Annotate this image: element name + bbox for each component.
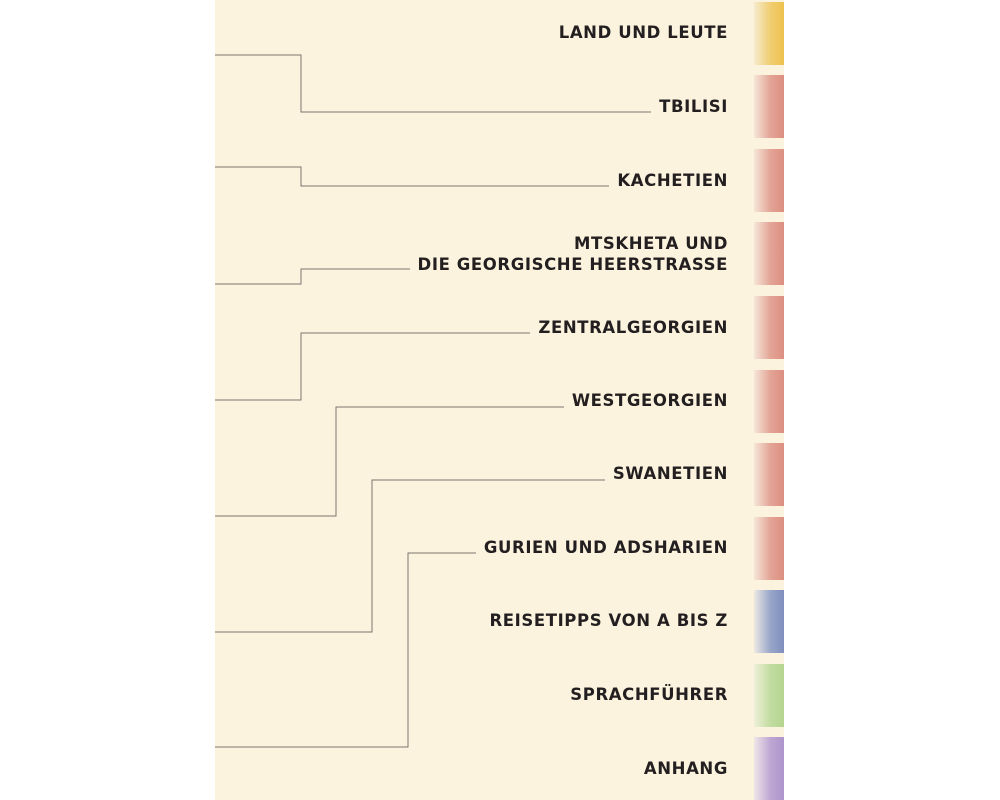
chapter-sprachfuehrer[interactable]: SPRACHFÜHRER bbox=[562, 684, 728, 705]
chapter-mtskheta-line-1: MTSKHETA UND bbox=[573, 234, 728, 253]
chapter-tab-swanetien[interactable] bbox=[754, 443, 784, 506]
connector-swanetien bbox=[215, 479, 607, 633]
connector-tbilisi bbox=[215, 54, 653, 113]
chapter-tab-zentralgeorgien[interactable] bbox=[754, 296, 784, 359]
chapter-tab-tbilisi[interactable] bbox=[754, 75, 784, 138]
chapter-tab-westgeorgien[interactable] bbox=[754, 370, 784, 433]
chapter-tbilisi[interactable]: TBILISI bbox=[651, 96, 728, 117]
chapter-westgeorgien[interactable]: WESTGEORGIEN bbox=[563, 390, 728, 411]
chapter-tab-land-und-leute[interactable] bbox=[754, 2, 784, 65]
chapter-tab-mtskheta[interactable] bbox=[754, 222, 784, 285]
chapter-kachetien[interactable]: KACHETIEN bbox=[609, 170, 728, 191]
chapter-tab-reisetipps[interactable] bbox=[754, 590, 784, 653]
chapter-land-und-leute[interactable]: LAND UND LEUTE bbox=[550, 22, 728, 43]
chapter-tab-gurien-und-adsharien[interactable] bbox=[754, 517, 784, 580]
chapter-mtskheta-line-2: DIE GEORGISCHE HEERSTRASSE bbox=[417, 255, 728, 274]
chapter-gurien-und-adsharien[interactable]: GURIEN UND ADSHARIEN bbox=[475, 537, 728, 558]
chapter-tab-sprachfuehrer[interactable] bbox=[754, 664, 784, 727]
connector-westgeorgien bbox=[215, 406, 573, 517]
chapter-swanetien[interactable]: SWANETIEN bbox=[604, 463, 728, 484]
chapter-tab-anhang[interactable] bbox=[754, 737, 784, 800]
chapter-reisetipps[interactable]: REISETIPPS VON A BIS Z bbox=[481, 610, 728, 631]
chapter-tab-kachetien[interactable] bbox=[754, 149, 784, 212]
connector-zentralgeorgien bbox=[215, 332, 539, 401]
connector-kachetien bbox=[215, 166, 613, 187]
contents-page: LAND UND LEUTE TBILISI KACHETIEN MTSKHET… bbox=[215, 0, 784, 800]
chapter-mtskheta[interactable]: MTSKHETA UND DIE GEORGISCHE HEERSTRASSE bbox=[409, 233, 728, 275]
connector-mtskheta bbox=[215, 268, 423, 285]
chapter-anhang[interactable]: ANHANG bbox=[635, 758, 728, 779]
connector-lines bbox=[215, 54, 653, 748]
connector-gurien bbox=[215, 552, 485, 748]
chapter-zentralgeorgien[interactable]: ZENTRALGEORGIEN bbox=[530, 317, 728, 338]
